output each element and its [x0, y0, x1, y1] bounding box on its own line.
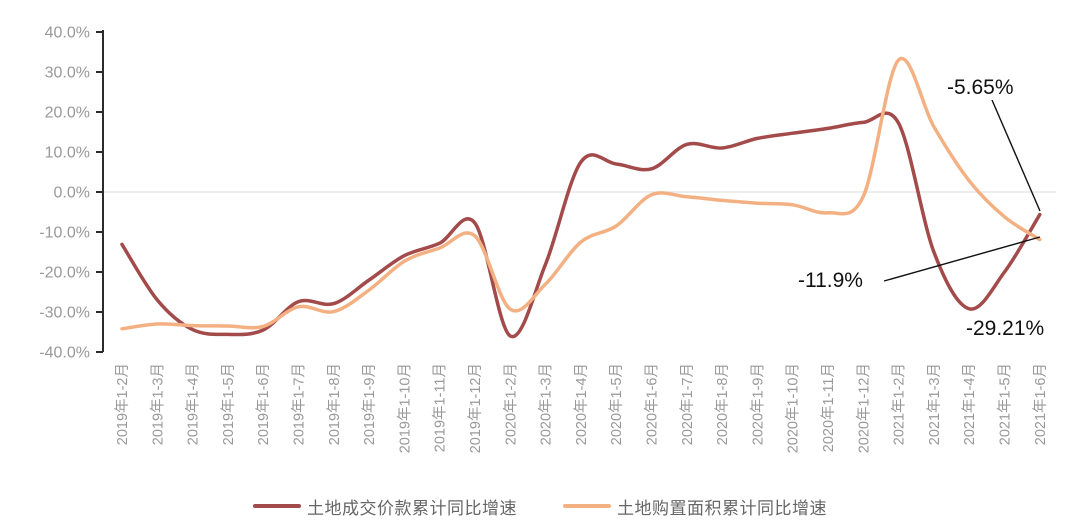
- x-axis-label: 2019年1-9月: [361, 363, 378, 445]
- legend-label-area: 土地购置面积累计同比增速: [617, 498, 827, 518]
- annotation-connector-area-end: [883, 236, 1041, 282]
- x-axis-label: 2021年1-5月: [997, 363, 1014, 445]
- annotation-connector-price-end: [991, 99, 1041, 212]
- annotation-label-price-low: -29.21%: [966, 317, 1044, 340]
- x-axis-label: 2019年1-11月: [432, 363, 449, 452]
- x-axis-label: 2020年1-6月: [644, 363, 661, 445]
- y-axis-label: -10.0%: [39, 225, 90, 242]
- x-axis-label: 2020年1-8月: [714, 363, 731, 445]
- y-axis-label: 10.0%: [45, 145, 90, 162]
- x-axis-label: 2019年1-10月: [396, 363, 413, 453]
- x-axis-label: 2019年1-2月: [114, 363, 131, 445]
- annotation-label-price-end: -5.65%: [947, 76, 1014, 99]
- y-axis-label: -40.0%: [39, 345, 90, 362]
- annotation-label-area-end: -11.9%: [798, 269, 863, 292]
- x-axis-label: 2020年1-3月: [538, 363, 555, 445]
- legend-label-price: 土地成交价款累计同比增速: [307, 498, 517, 518]
- x-axis-label: 2019年1-5月: [220, 363, 237, 445]
- legend-item-area[interactable]: 土地购置面积累计同比增速: [563, 494, 827, 519]
- x-axis-label: 2020年1-12月: [855, 363, 872, 453]
- y-axis-label: 0.0%: [54, 185, 90, 202]
- chart-canvas: 40.0% 30.0% 20.0% 10.0% 0.0% -10.0% -20.0% -30.…: [39, 25, 1056, 453]
- x-axis-label: 2019年1-7月: [291, 363, 308, 445]
- y-axis-label: 40.0%: [45, 25, 90, 42]
- y-axis-label: -30.0%: [39, 305, 90, 322]
- x-axis-label: 2021年1-4月: [961, 363, 978, 445]
- x-axis-label: 2020年1-11月: [820, 363, 837, 452]
- x-axis-label: 2019年1-4月: [185, 363, 202, 445]
- y-axis-label: 30.0%: [45, 65, 90, 82]
- series-price-line: [120, 111, 1042, 339]
- y-axis-label: 20.0%: [45, 105, 90, 122]
- x-axis-label: 2019年1-12月: [467, 363, 484, 453]
- legend-swatch-area: [563, 504, 611, 508]
- x-axis-label: 2019年1-6月: [255, 363, 272, 445]
- x-axis-label: 2020年1-4月: [573, 363, 590, 445]
- x-axis-label: 2019年1-3月: [149, 363, 166, 445]
- series-area-line: [120, 56, 1042, 331]
- x-axis-label: 2020年1-10月: [785, 363, 802, 453]
- x-axis-label: 2021年1-2月: [891, 363, 908, 445]
- legend-swatch-price: [253, 504, 301, 508]
- x-axis-label: 2020年1-7月: [679, 363, 696, 445]
- x-axis-label: 2021年1-3月: [926, 363, 943, 445]
- legend-item-price[interactable]: 土地成交价款累计同比增速: [253, 494, 517, 519]
- x-axis-label: 2020年1-2月: [502, 363, 519, 445]
- x-axis-label: 2020年1-5月: [608, 363, 625, 445]
- x-axis-label: 2020年1-9月: [749, 363, 766, 445]
- y-axis-label: -20.0%: [39, 265, 90, 282]
- legend: 土地成交价款累计同比增速 土地购置面积累计同比增速: [0, 488, 1080, 524]
- x-axis-label: 2019年1-8月: [326, 363, 343, 445]
- x-axis-label: 2021年1-6月: [1032, 363, 1049, 445]
